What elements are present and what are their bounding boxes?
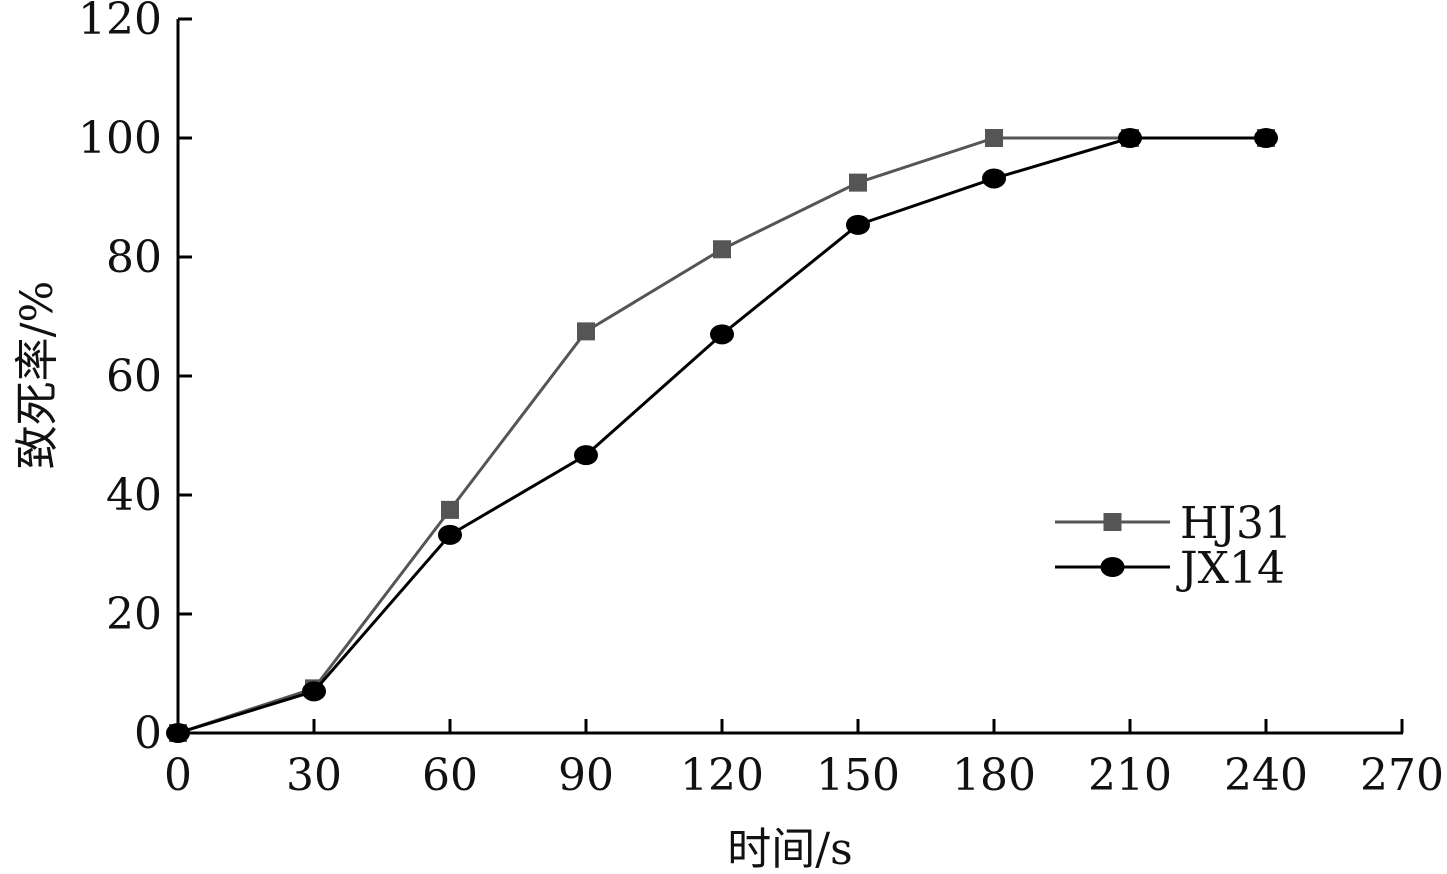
legend-marker bbox=[1100, 557, 1125, 577]
x-tick-label: 30 bbox=[286, 750, 342, 801]
axes: 0 30 60 90 120 150 180 210 240 270 0 20 40 60 80 100 120 bbox=[78, 0, 1444, 801]
data-point bbox=[1254, 128, 1278, 148]
data-point bbox=[1118, 128, 1142, 148]
x-tick-label: 90 bbox=[558, 750, 614, 801]
data-point bbox=[713, 240, 731, 259]
data-point bbox=[846, 214, 870, 235]
data-point bbox=[574, 445, 598, 466]
series-layer bbox=[166, 128, 1278, 743]
x-tick-label: 270 bbox=[1360, 750, 1444, 801]
data-point bbox=[849, 173, 867, 192]
data-point bbox=[982, 168, 1006, 189]
data-point bbox=[166, 723, 190, 743]
x-tick-label: 180 bbox=[952, 750, 1036, 801]
legend-label: HJ31 bbox=[1180, 498, 1292, 549]
y-tick-label: 80 bbox=[106, 232, 162, 283]
y-axis-title: 致死率/% bbox=[12, 281, 63, 470]
x-tick-label: 60 bbox=[422, 750, 478, 801]
y-tick-label: 100 bbox=[78, 113, 162, 164]
legend-item: JX14 bbox=[1055, 543, 1285, 594]
series-line bbox=[177, 136, 1266, 735]
x-tick-label: 210 bbox=[1088, 750, 1172, 801]
y-tick-label: 40 bbox=[106, 470, 162, 521]
legend-item: HJ31 bbox=[1055, 498, 1292, 549]
x-tick-label: 150 bbox=[816, 750, 900, 801]
data-point bbox=[577, 322, 595, 341]
series-hj31 bbox=[169, 129, 1275, 742]
x-tick-label: 0 bbox=[164, 750, 192, 801]
data-point bbox=[985, 129, 1003, 147]
data-point bbox=[710, 324, 734, 345]
y-tick-label: 20 bbox=[106, 589, 162, 640]
x-tick-label: 240 bbox=[1224, 750, 1308, 801]
y-tick-label: 60 bbox=[106, 351, 162, 402]
series-line bbox=[177, 136, 1266, 735]
data-point bbox=[438, 524, 462, 545]
series-jx14 bbox=[166, 128, 1278, 743]
y-tick-label: 120 bbox=[78, 0, 162, 45]
y-tick-label: 0 bbox=[134, 708, 162, 759]
x-axis-title: 时间/s bbox=[727, 824, 852, 874]
data-point bbox=[302, 681, 326, 702]
data-point bbox=[441, 500, 459, 519]
legend-label: JX14 bbox=[1176, 543, 1285, 594]
x-tick-label: 120 bbox=[680, 750, 764, 801]
legend-marker bbox=[1103, 513, 1122, 531]
